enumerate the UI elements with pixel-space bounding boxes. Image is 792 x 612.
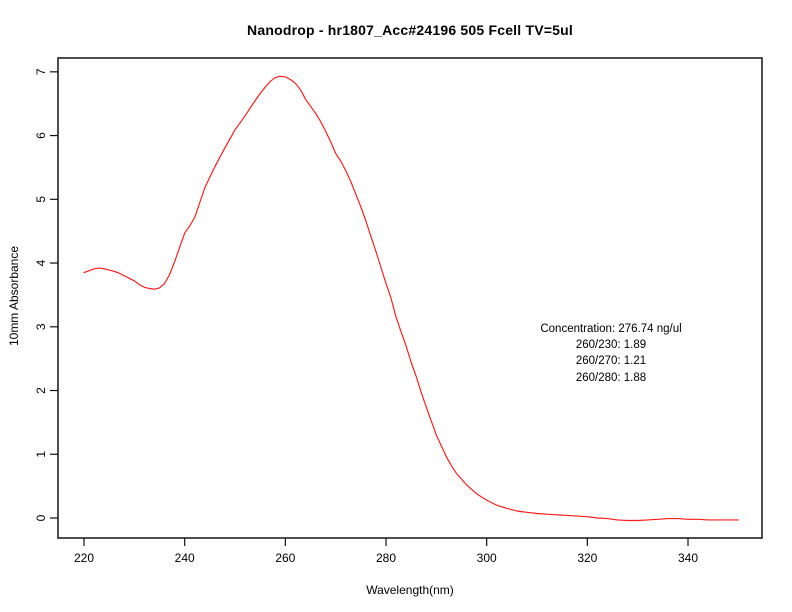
x-tick-label: 320 [577,551,597,565]
x-tick-label: 220 [74,551,94,565]
y-tick-label: 1 [34,451,48,458]
x-tick-label: 240 [175,551,195,565]
measurement-annotation: Concentration: 276.74 ng/ul 260/230: 1.8… [540,321,681,386]
plot-border [57,57,763,539]
x-tick-label: 300 [477,551,497,565]
y-axis-label: 10mm Absorbance [7,245,21,347]
y-tick-label: 7 [34,68,48,75]
y-tick-label: 0 [34,514,48,521]
ratio-260-280-text: 260/280: 1.88 [575,371,647,384]
ratio-260-270-text: 260/270: 1.21 [575,355,647,368]
y-tick-label: 4 [34,259,48,266]
x-tick-label: 340 [678,551,698,565]
chart-title: Nanodrop - hr1807_Acc#24196 505 Fcell TV… [247,22,573,38]
concentration-text: Concentration: 276.74 ng/ul [540,323,682,335]
y-tick-label: 3 [34,323,48,330]
x-axis-label: Wavelength(nm) [366,583,454,597]
y-tick-label: 6 [34,132,48,139]
spectrum-line [83,75,739,522]
x-tick-label: 260 [275,551,295,565]
y-tick-label: 2 [34,387,48,394]
ratio-260-230-text: 260/230: 1.89 [575,339,647,352]
x-tick-label: 280 [376,551,396,565]
y-tick-label: 5 [34,196,48,203]
